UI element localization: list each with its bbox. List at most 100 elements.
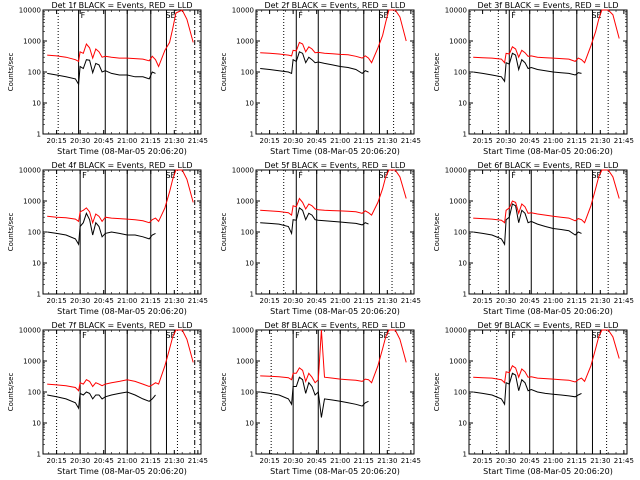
x-axis-label: Start Time (08-Mar-05 20:06:20) <box>57 147 187 156</box>
lld-series-line <box>47 329 194 392</box>
x-tick-label: 20:15 <box>260 137 280 145</box>
panel-3: 1 10 100 1000 10000 20:15 20:30 20:45 21:00 21:15… <box>433 1 634 156</box>
lld-series-line <box>47 169 194 225</box>
y-tick-label: 10000 <box>232 167 254 175</box>
y-tick-label: 1000 <box>236 198 254 206</box>
x-tick-label: 21:15 <box>354 297 374 305</box>
plot-frame <box>255 9 415 135</box>
y-tick-label: 100 <box>454 229 467 237</box>
panel-9: 1 10 100 1000 10000 20:15 20:30 20:45 21:00 21:15… <box>433 321 634 476</box>
flag-label-f: F <box>511 11 516 20</box>
flag-label-f: F <box>511 331 516 340</box>
x-tick-label: 20:30 <box>283 137 303 145</box>
x-tick-label: 21:45 <box>614 137 634 145</box>
x-tick-label: 21:00 <box>543 457 563 465</box>
y-tick-label: 10 <box>458 100 467 108</box>
x-tick-label: 21:00 <box>330 137 350 145</box>
x-tick-label: 21:45 <box>401 457 421 465</box>
x-tick-label: 20:45 <box>94 297 114 305</box>
y-tick-label: 10000 <box>19 327 41 335</box>
x-axis-label: Start Time (08-Mar-05 20:06:20) <box>483 307 613 316</box>
y-tick-label: 10000 <box>232 327 254 335</box>
x-tick-label: 20:15 <box>47 137 67 145</box>
y-tick-label: 100 <box>28 389 41 397</box>
panel-5: 1 10 100 1000 10000 20:15 20:30 20:45 21:00 21:15… <box>220 161 421 316</box>
x-tick-label: 20:15 <box>47 297 67 305</box>
x-tick-label: 21:45 <box>188 137 208 145</box>
y-tick-label: 10 <box>458 260 467 268</box>
flag-label-f: F <box>81 11 86 20</box>
flag-label-f: F <box>298 171 303 180</box>
x-tick-label: 20:15 <box>47 457 67 465</box>
x-tick-label: 20:45 <box>520 137 540 145</box>
x-tick-label: 20:45 <box>307 457 327 465</box>
y-axis-label: Counts/sec <box>220 213 228 252</box>
x-tick-label: 20:45 <box>307 137 327 145</box>
x-tick-label: 20:15 <box>260 457 280 465</box>
y-tick-label: 1000 <box>23 38 41 46</box>
y-tick-label: 10000 <box>19 167 41 175</box>
x-tick-label: 21:15 <box>567 457 587 465</box>
y-tick-label: 1 <box>463 451 467 459</box>
flag-label-se: SE <box>591 331 601 340</box>
panel-title: Det 9f BLACK = Events, RED = LLD <box>477 321 618 330</box>
flag-label-f: F <box>82 331 87 340</box>
y-axis-label: Counts/sec <box>433 373 441 412</box>
x-tick-label: 20:30 <box>496 297 516 305</box>
x-tick-label: 21:00 <box>117 457 137 465</box>
y-axis-label: Counts/sec <box>7 53 15 92</box>
x-tick-label: 21:45 <box>401 137 421 145</box>
y-tick-label: 1000 <box>23 198 41 206</box>
y-axis-label: Counts/sec <box>7 213 15 252</box>
x-tick-label: 21:00 <box>330 457 350 465</box>
x-tick-label: 21:15 <box>567 297 587 305</box>
x-axis-label: Start Time (08-Mar-05 20:06:20) <box>270 467 400 476</box>
panel-7: 1 10 100 1000 10000 20:15 20:30 20:45 21:00 21:15… <box>7 321 208 476</box>
x-tick-label: 20:30 <box>70 457 90 465</box>
flag-label-se: SE <box>165 331 175 340</box>
y-tick-label: 10000 <box>445 327 467 335</box>
x-tick-label: 21:15 <box>354 137 374 145</box>
flag-label-se: SE <box>591 171 601 180</box>
lld-series-line <box>473 329 620 384</box>
plot-frame <box>255 169 415 295</box>
panel-title: Det 6f BLACK = Events, RED = LLD <box>477 161 618 170</box>
events-series-line <box>47 59 156 86</box>
y-tick-label: 10000 <box>445 167 467 175</box>
panel-8: 1 10 100 1000 10000 20:15 20:30 20:45 21:00 21:15… <box>220 321 421 476</box>
x-axis-label: Start Time (08-Mar-05 20:06:20) <box>483 467 613 476</box>
x-axis-label: Start Time (08-Mar-05 20:06:20) <box>270 147 400 156</box>
panel-title: Det 5f BLACK = Events, RED = LLD <box>264 161 405 170</box>
y-tick-label: 100 <box>454 389 467 397</box>
x-tick-label: 20:15 <box>473 457 493 465</box>
x-tick-label: 21:30 <box>377 137 397 145</box>
x-tick-label: 20:15 <box>473 137 493 145</box>
y-tick-label: 100 <box>241 229 254 237</box>
x-tick-label: 20:45 <box>520 457 540 465</box>
y-tick-label: 100 <box>241 389 254 397</box>
y-tick-label: 10000 <box>445 7 467 15</box>
x-tick-label: 21:30 <box>377 457 397 465</box>
panel-title: Det 8f BLACK = Events, RED = LLD <box>264 321 405 330</box>
x-tick-label: 20:30 <box>70 137 90 145</box>
x-tick-label: 20:30 <box>496 457 516 465</box>
y-tick-label: 1000 <box>236 358 254 366</box>
plot-frame <box>468 329 628 455</box>
x-tick-label: 21:30 <box>590 457 610 465</box>
plot-frame <box>468 9 628 135</box>
plot-frame <box>255 329 415 455</box>
plot-frame <box>42 9 202 135</box>
y-tick-label: 10 <box>245 260 254 268</box>
y-tick-label: 1000 <box>23 358 41 366</box>
flag-label-se: SE <box>378 11 388 20</box>
lld-series-line <box>260 169 407 216</box>
x-tick-label: 20:30 <box>283 297 303 305</box>
y-tick-label: 100 <box>28 69 41 77</box>
x-tick-label: 21:00 <box>543 137 563 145</box>
y-tick-label: 1 <box>463 291 467 299</box>
panel-title: Det 7f BLACK = Events, RED = LLD <box>51 321 192 330</box>
x-tick-label: 20:45 <box>94 137 114 145</box>
x-tick-label: 21:30 <box>164 297 184 305</box>
events-series-line <box>473 52 582 83</box>
flag-label-se: SE <box>165 171 175 180</box>
